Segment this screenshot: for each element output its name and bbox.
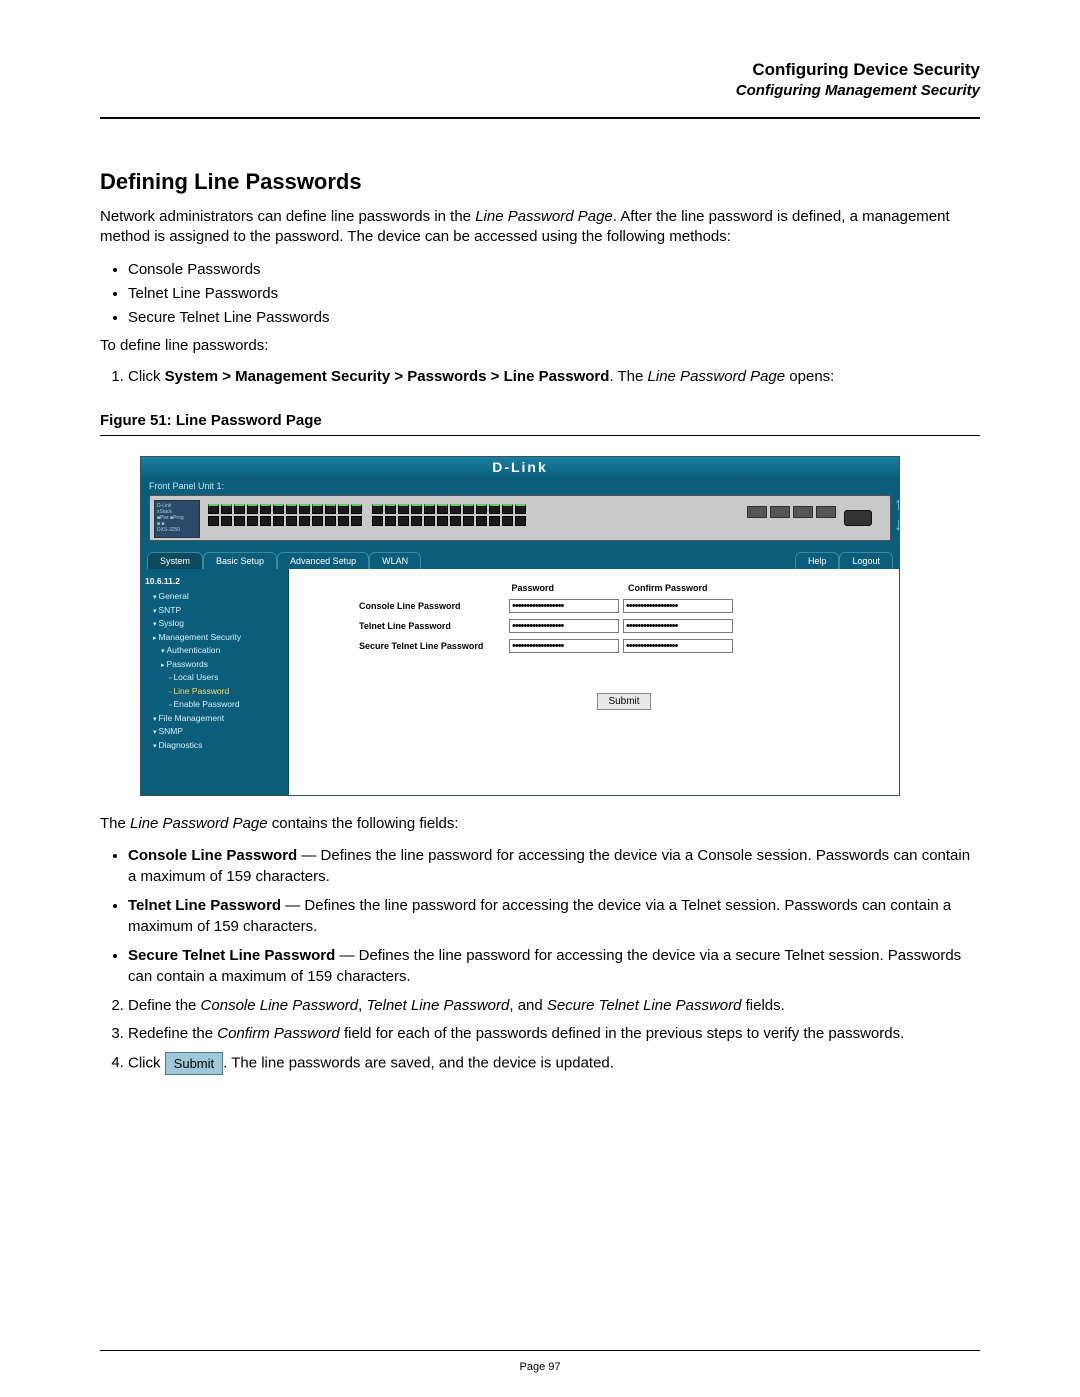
password-row: Secure Telnet Line Password•••••••••••••… xyxy=(359,639,889,653)
tree-item[interactable]: Management Security xyxy=(145,631,284,645)
section-heading: Defining Line Passwords xyxy=(100,169,980,195)
line-password-screenshot: D-Link Front Panel Unit 1: D-LinkxStack■… xyxy=(140,456,900,796)
tree-ip[interactable]: 10.6.11.2 xyxy=(145,575,284,588)
tab-help[interactable]: Help xyxy=(795,552,840,569)
password-row: Console Line Password•••••••••••••••••••… xyxy=(359,599,889,613)
tree-item[interactable]: Local Users xyxy=(145,671,284,685)
password-input[interactable]: •••••••••••••••••• xyxy=(509,619,619,633)
screenshot-body: 10.6.11.2 GeneralSNTPSyslogManagement Se… xyxy=(141,569,899,796)
brand-bar: D-Link xyxy=(141,457,899,479)
header-subtitle: Configuring Management Security xyxy=(100,82,980,99)
page-header: Configuring Device Security Configuring … xyxy=(100,60,980,99)
footer-rule xyxy=(100,1350,980,1351)
serial-port-icon xyxy=(844,510,872,526)
bullet-item: Console Passwords xyxy=(128,258,980,282)
tree-item[interactable]: Diagnostics xyxy=(145,739,284,753)
step-3: Redefine the Confirm Password field for … xyxy=(128,1023,980,1046)
port-bank xyxy=(208,504,526,526)
tree-item[interactable]: SNTP xyxy=(145,604,284,618)
field-item: Console Line Password — Defines the line… xyxy=(128,845,980,887)
steps-list-cont: Define the Console Line Password, Telnet… xyxy=(128,995,980,1076)
header-title: Configuring Device Security xyxy=(100,60,980,80)
tab-system[interactable]: System xyxy=(147,552,203,569)
switch-model-label: D-LinkxStack■Pwr ■Prog■ ■DXS-3250 xyxy=(154,500,200,538)
page-number: Page 97 xyxy=(0,1361,1080,1373)
front-panel: Front Panel Unit 1: D-LinkxStack■Pwr ■Pr… xyxy=(141,479,899,549)
tree-item[interactable]: Line Password xyxy=(145,685,284,699)
tree-item[interactable]: Syslog xyxy=(145,617,284,631)
col-confirm: Confirm Password xyxy=(628,583,708,593)
field-item: Telnet Line Password — Defines the line … xyxy=(128,895,980,937)
step-1: Click System > Management Security > Pas… xyxy=(128,366,980,389)
step-4: Click Submit. The line passwords are sav… xyxy=(128,1052,980,1076)
to-define-line: To define line passwords: xyxy=(100,336,980,356)
confirm-password-input[interactable]: •••••••••••••••••• xyxy=(623,599,733,613)
row-label: Console Line Password xyxy=(359,601,509,611)
sfp-ports xyxy=(747,506,836,518)
tree-item[interactable]: Authentication xyxy=(145,644,284,658)
tree-item[interactable]: SNMP xyxy=(145,725,284,739)
field-item: Secure Telnet Line Password — Defines th… xyxy=(128,945,980,987)
password-input[interactable]: •••••••••••••••••• xyxy=(509,599,619,613)
content-pane: Password Confirm Password Console Line P… xyxy=(289,569,899,796)
screenshot-container: D-Link Front Panel Unit 1: D-LinkxStack■… xyxy=(100,456,980,796)
tab-bar: System Basic Setup Advanced Setup WLAN H… xyxy=(141,549,899,569)
password-input[interactable]: •••••••••••••••••• xyxy=(509,639,619,653)
tab-logout[interactable]: Logout xyxy=(839,552,893,569)
brand-logo: D-Link xyxy=(492,459,548,475)
tab-advanced-setup[interactable]: Advanced Setup xyxy=(277,552,369,569)
row-label: Secure Telnet Line Password xyxy=(359,641,509,651)
tree-item[interactable]: General xyxy=(145,590,284,604)
tab-basic-setup[interactable]: Basic Setup xyxy=(203,552,277,569)
bullet-item: Telnet Line Passwords xyxy=(128,282,980,306)
method-bullets: Console Passwords Telnet Line Passwords … xyxy=(128,258,980,330)
intro-italic: Line Password Page xyxy=(475,208,613,225)
password-row: Telnet Line Password••••••••••••••••••••… xyxy=(359,619,889,633)
tree-item[interactable]: Enable Password xyxy=(145,698,284,712)
front-panel-label: Front Panel Unit 1: xyxy=(149,481,224,491)
confirm-password-input[interactable]: •••••••••••••••••• xyxy=(623,639,733,653)
submit-button[interactable]: Submit xyxy=(597,693,650,710)
tree-item[interactable]: File Management xyxy=(145,712,284,726)
steps-list: Click System > Management Security > Pas… xyxy=(128,366,980,389)
intro-paragraph: Network administrators can define line p… xyxy=(100,207,980,248)
stack-arrows-icon: ↑↓ xyxy=(894,497,900,531)
tree-item[interactable]: Passwords xyxy=(145,658,284,672)
after-figure-text: The Line Password Page contains the foll… xyxy=(100,814,980,834)
tab-wlan[interactable]: WLAN xyxy=(369,552,421,569)
row-label: Telnet Line Password xyxy=(359,621,509,631)
nav-tree: 10.6.11.2 GeneralSNTPSyslogManagement Se… xyxy=(141,569,289,796)
field-descriptions: Console Line Password — Defines the line… xyxy=(128,845,980,987)
figure-caption: Figure 51: Line Password Page xyxy=(100,412,980,429)
bullet-item: Secure Telnet Line Passwords xyxy=(128,306,980,330)
step-2: Define the Console Line Password, Telnet… xyxy=(128,995,980,1018)
confirm-password-input[interactable]: •••••••••••••••••• xyxy=(623,619,733,633)
inline-submit-button[interactable]: Submit xyxy=(165,1052,223,1076)
step1-path: System > Management Security > Passwords… xyxy=(165,368,610,385)
col-password: Password xyxy=(512,583,626,593)
header-rule xyxy=(100,117,980,119)
figure-rule xyxy=(100,435,980,436)
password-table: Password Confirm Password Console Line P… xyxy=(359,583,889,710)
switch-graphic: D-LinkxStack■Pwr ■Prog■ ■DXS-3250 xyxy=(149,495,891,541)
